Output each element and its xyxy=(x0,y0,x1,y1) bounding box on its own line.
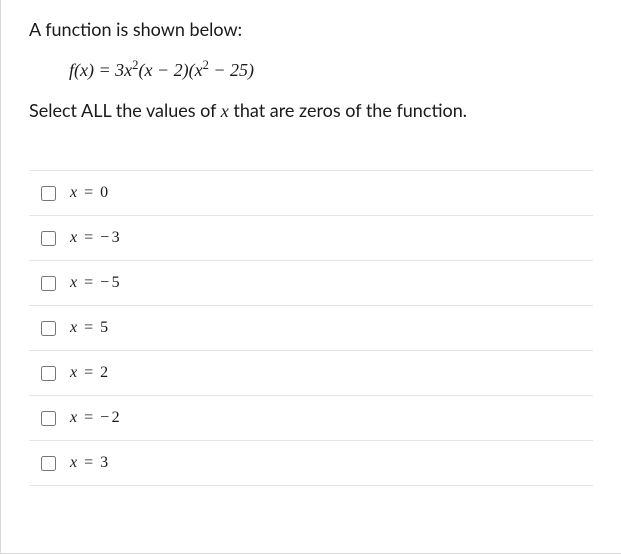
option-label: x = −3 xyxy=(70,229,120,247)
option-checkbox[interactable] xyxy=(41,321,56,336)
option-checkbox[interactable] xyxy=(41,366,56,381)
option-row[interactable]: x = 0 xyxy=(29,171,593,216)
option-label: x = 2 xyxy=(70,364,109,382)
option-checkbox[interactable] xyxy=(41,411,56,426)
option-checkbox[interactable] xyxy=(41,231,56,246)
option-label: x = −5 xyxy=(70,274,120,292)
options-list: x = 0 x = −3 x = −5 x = 5 x = 2 x = −2 x… xyxy=(29,170,593,486)
option-checkbox[interactable] xyxy=(41,186,56,201)
option-row[interactable]: x = −5 xyxy=(29,261,593,306)
option-row[interactable]: x = −3 xyxy=(29,216,593,261)
question-prompt: Select ALL the values of x that are zero… xyxy=(29,99,593,122)
question-container: A function is shown below: f(x) = 3x2(x … xyxy=(1,0,621,506)
prompt-suffix: that are zeros of the function. xyxy=(229,99,467,121)
option-row[interactable]: x = 2 xyxy=(29,351,593,396)
option-checkbox[interactable] xyxy=(41,276,56,291)
option-label: x = 3 xyxy=(70,454,109,472)
option-checkbox[interactable] xyxy=(41,456,56,471)
prompt-prefix: Select ALL the values of xyxy=(29,99,221,121)
option-label: x = 5 xyxy=(70,319,109,337)
option-label: x = −2 xyxy=(70,409,120,427)
option-row[interactable]: x = 3 xyxy=(29,441,593,486)
option-row[interactable]: x = −2 xyxy=(29,396,593,441)
question-equation: f(x) = 3x2(x − 2)(x2 − 25) xyxy=(29,58,593,81)
prompt-variable: x xyxy=(221,101,229,121)
option-label: x = 0 xyxy=(70,184,109,202)
question-intro: A function is shown below: xyxy=(29,18,593,40)
option-row[interactable]: x = 5 xyxy=(29,306,593,351)
